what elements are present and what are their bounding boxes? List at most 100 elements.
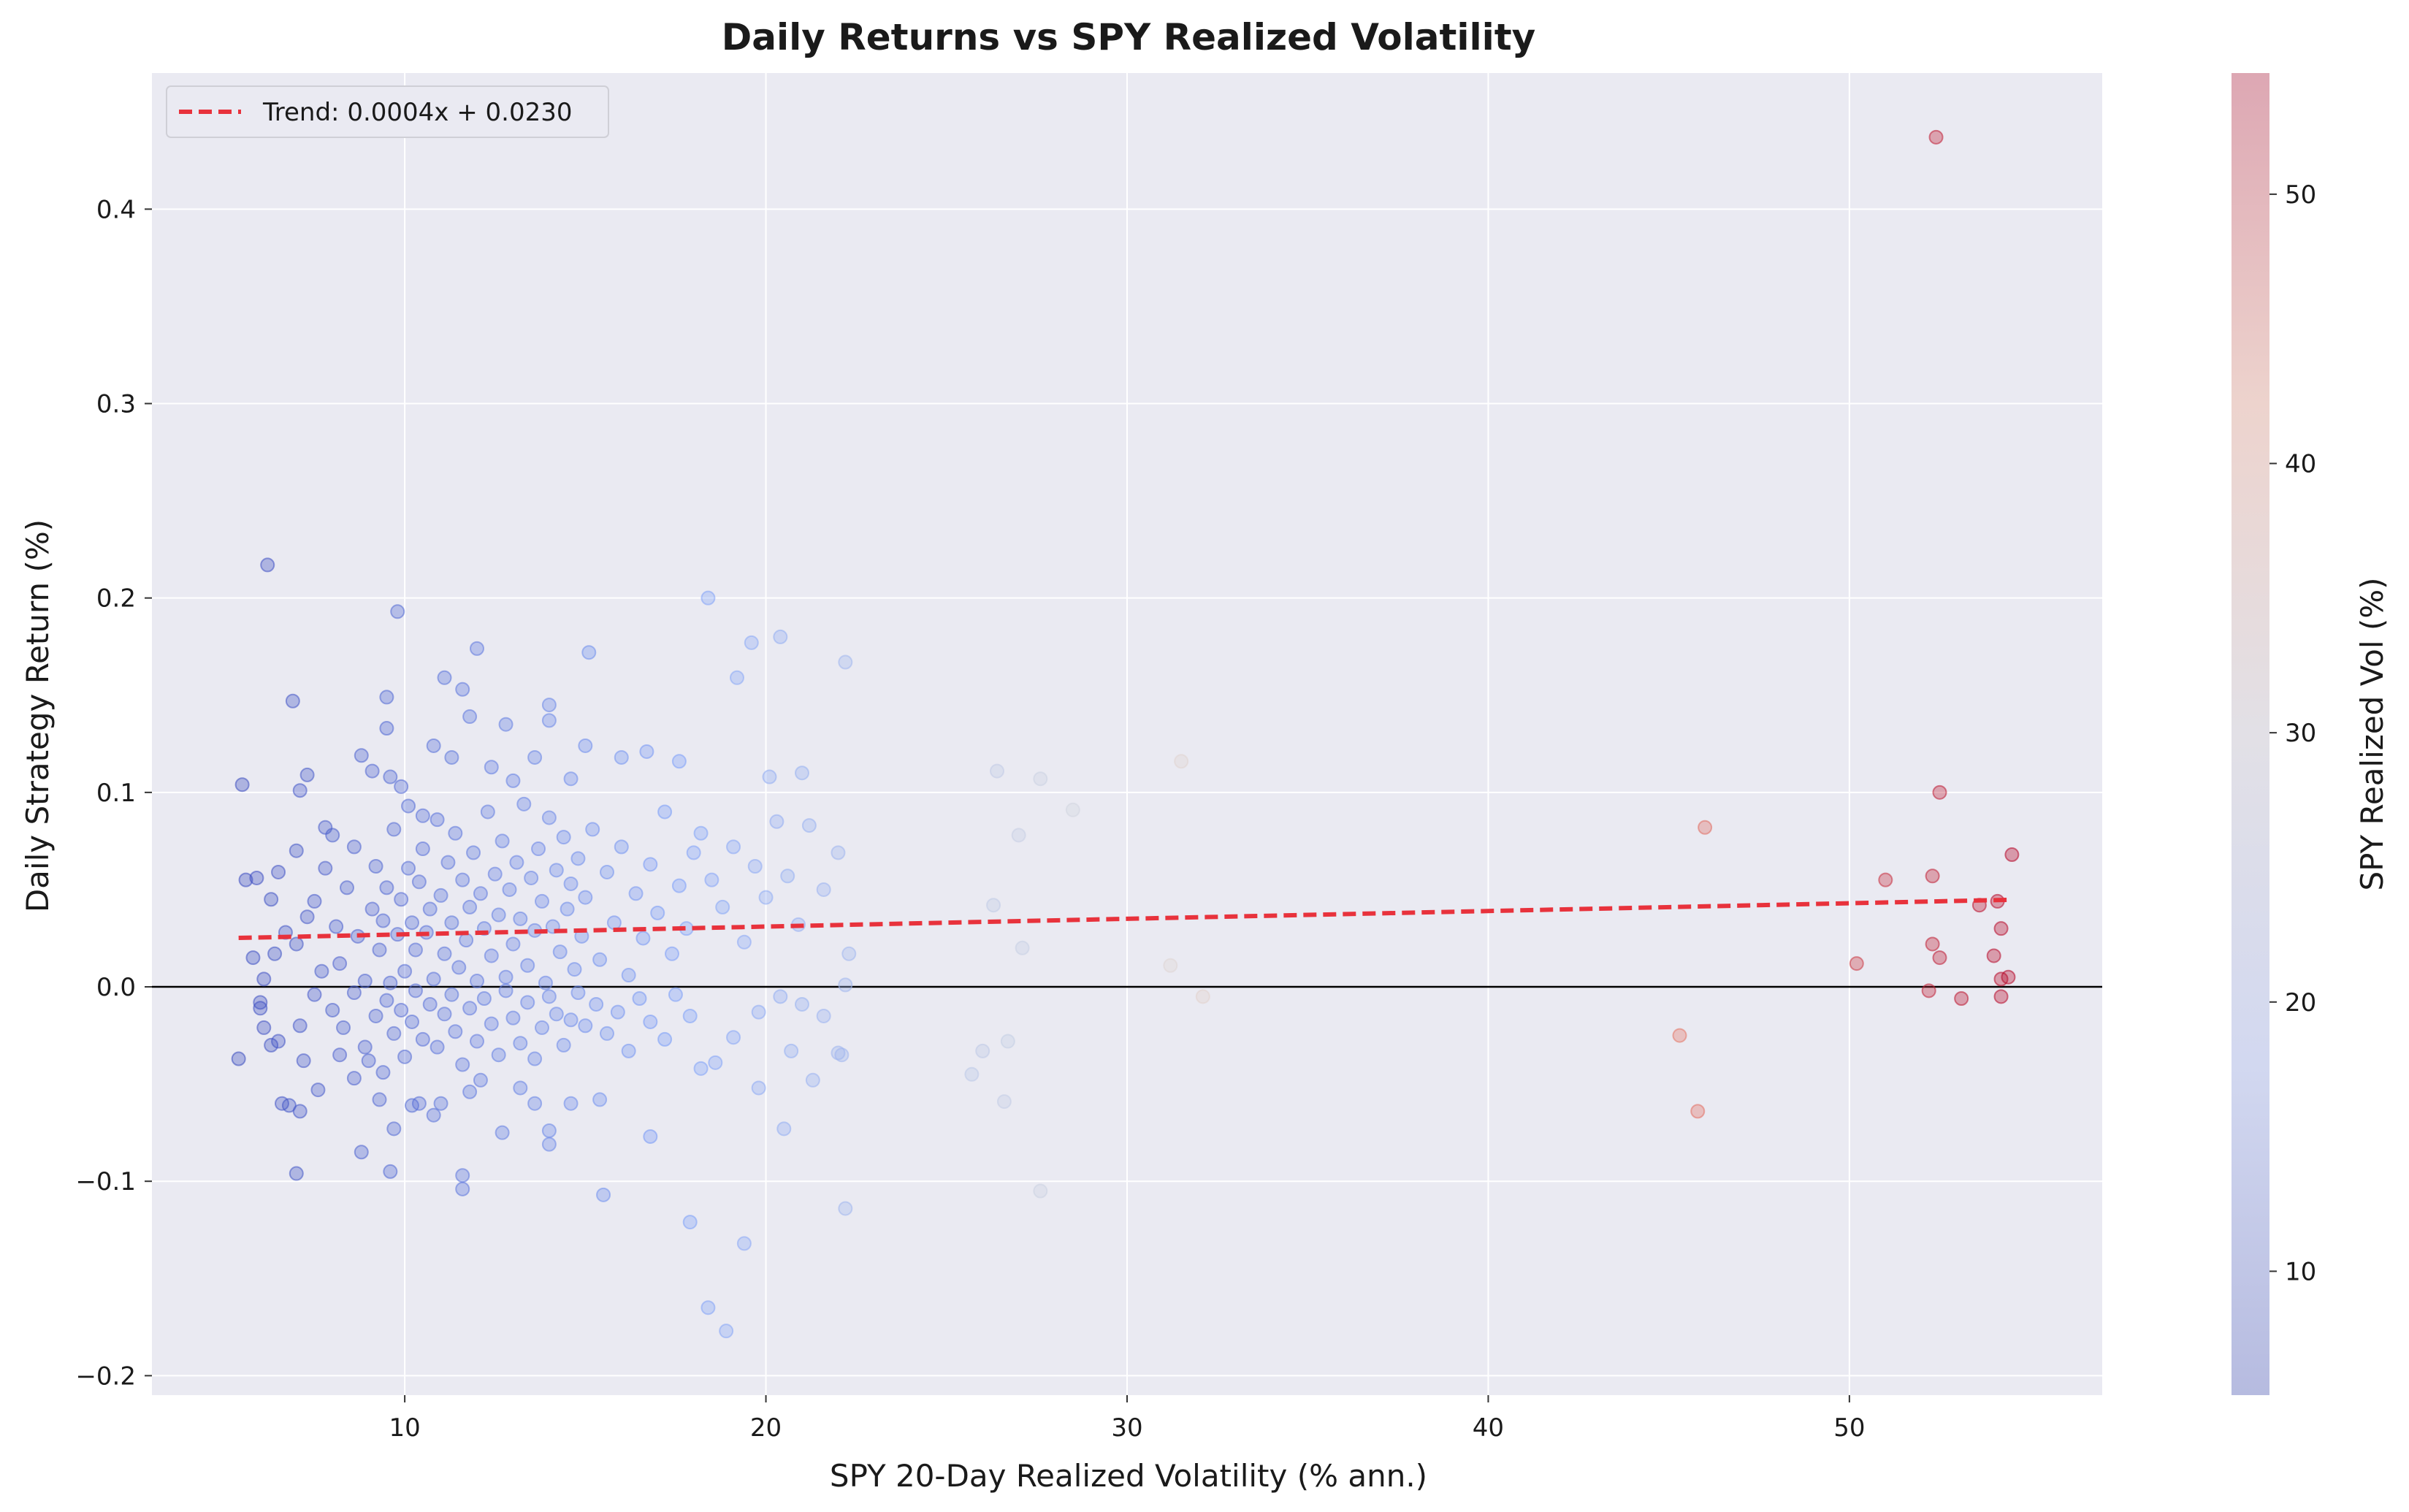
data-point: [657, 1031, 673, 1047]
data-point: [643, 1014, 658, 1029]
data-point: [495, 1125, 510, 1140]
colorbar-label: SPY Realized Vol (%): [2354, 577, 2390, 890]
data-point: [498, 969, 514, 985]
data-point: [462, 899, 478, 915]
data-point: [318, 860, 333, 876]
data-point: [401, 798, 416, 814]
legend-box: [166, 85, 609, 138]
data-point: [405, 915, 419, 931]
data-point: [589, 996, 604, 1012]
data-point: [292, 783, 308, 798]
data-point: [473, 1072, 488, 1088]
data-point: [411, 874, 427, 890]
data-point: [296, 1053, 311, 1069]
data-point: [535, 1020, 549, 1035]
x-axis-label: SPY 20-Day Realized Volatility (% ann.): [830, 1458, 1427, 1494]
data-point: [231, 1051, 246, 1066]
data-point: [758, 890, 774, 905]
data-point: [513, 1080, 528, 1096]
data-point: [325, 1002, 340, 1017]
data-point: [549, 863, 564, 878]
colorbar-tick-label: 30: [2285, 719, 2316, 748]
data-point: [614, 749, 629, 765]
data-point: [411, 1096, 427, 1111]
colorbar-tick-label: 50: [2285, 180, 2316, 210]
data-point: [386, 1026, 402, 1041]
y-tick-label: −0.1: [75, 1167, 136, 1196]
data-point: [1698, 820, 1713, 835]
x-tick-label: 20: [750, 1413, 782, 1443]
colorbar-tick-label: 10: [2285, 1257, 2316, 1286]
data-point: [346, 1071, 362, 1086]
data-point: [964, 1066, 980, 1082]
data-point: [704, 872, 719, 887]
data-point: [408, 942, 423, 958]
data-point: [386, 822, 402, 837]
data-point: [600, 1026, 614, 1041]
data-point: [563, 876, 579, 891]
data-point: [264, 892, 279, 907]
data-point: [535, 893, 549, 909]
y-tick-label: 0.0: [96, 973, 136, 1002]
data-point: [1849, 956, 1864, 971]
data-point: [2001, 969, 2016, 985]
colorbar: [2232, 73, 2269, 1395]
data-point: [541, 698, 557, 713]
data-point: [245, 950, 261, 966]
data-point: [524, 870, 539, 885]
chart-title: Daily Returns vs SPY Realized Volatility: [722, 16, 1536, 58]
data-point: [470, 974, 484, 989]
data-point: [256, 1020, 272, 1035]
data-point: [671, 878, 687, 893]
data-point: [462, 1084, 478, 1099]
data-point: [256, 971, 272, 987]
data-point: [484, 948, 499, 963]
data-point: [578, 1018, 593, 1034]
data-point: [346, 985, 362, 1001]
data-point: [444, 987, 459, 1002]
data-point: [372, 1092, 387, 1107]
data-point: [541, 1123, 557, 1138]
data-point: [253, 1001, 268, 1016]
data-points: [231, 129, 2020, 1339]
data-point: [686, 845, 701, 860]
data-point: [444, 749, 459, 765]
data-point: [816, 1008, 831, 1023]
data-point: [1925, 868, 1940, 884]
y-tick-label: 0.2: [96, 584, 136, 614]
data-point: [563, 1012, 579, 1028]
data-point: [364, 763, 380, 779]
data-point: [383, 769, 398, 784]
data-point: [1011, 828, 1026, 843]
data-point: [329, 919, 344, 934]
data-point: [628, 886, 644, 901]
data-point: [736, 934, 752, 950]
data-point: [726, 839, 741, 855]
data-point: [1015, 940, 1030, 955]
data-point: [2004, 847, 2020, 863]
data-point: [299, 909, 315, 925]
data-point: [505, 773, 521, 788]
data-point: [332, 1047, 348, 1063]
data-point: [386, 1121, 402, 1137]
data-point: [357, 1039, 373, 1055]
data-point: [470, 641, 484, 656]
data-point: [736, 1236, 752, 1251]
y-tick-label: 0.1: [96, 779, 136, 808]
data-point: [426, 738, 441, 753]
data-point: [538, 975, 553, 990]
data-point: [682, 1215, 698, 1230]
data-point: [292, 1018, 308, 1034]
data-point: [426, 1107, 441, 1123]
data-point: [285, 693, 300, 709]
axis-ticks: 10 20 30 40 50 −0.2 −0.1 0.0 0.1 0.2 0.3 0.4: [75, 195, 1865, 1443]
data-point: [592, 1092, 608, 1107]
x-tick-label: 40: [1473, 1413, 1504, 1443]
data-point: [405, 1014, 419, 1029]
data-point: [838, 977, 853, 993]
data-point: [364, 901, 380, 917]
data-point: [751, 1080, 766, 1096]
data-point: [397, 1049, 413, 1064]
data-point: [498, 717, 514, 732]
